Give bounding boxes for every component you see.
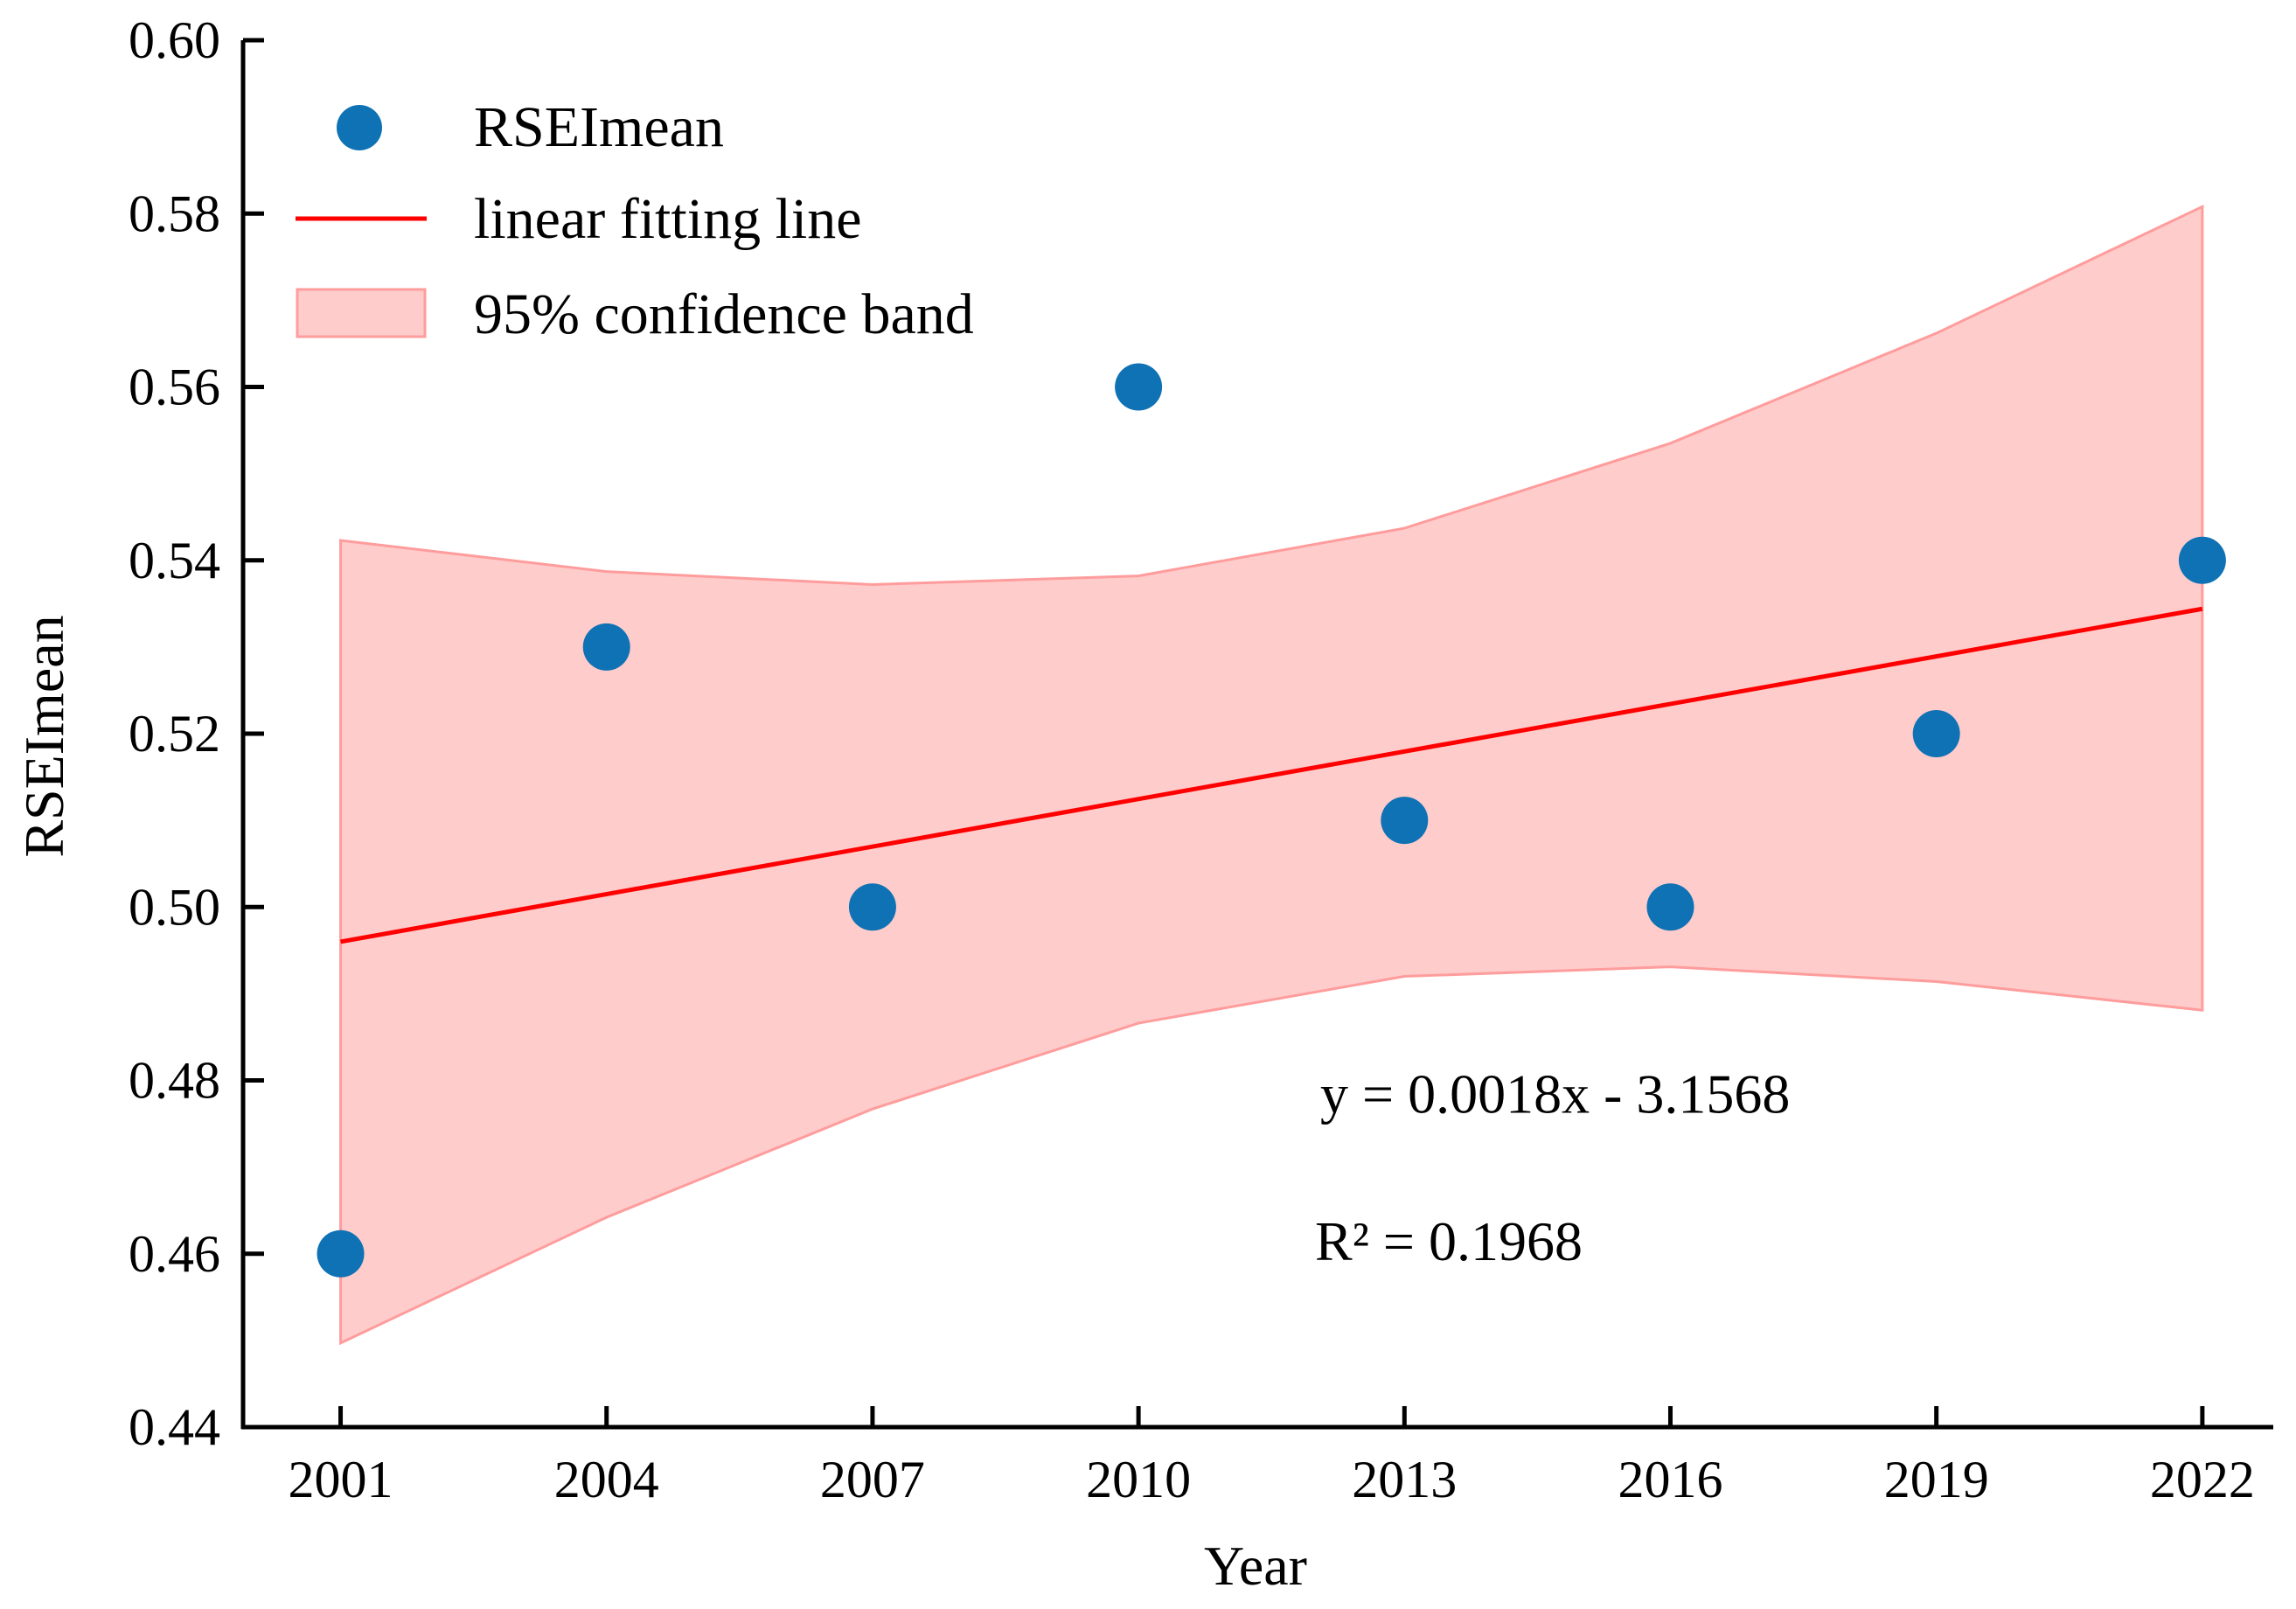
y-tick-label: 0.58 bbox=[129, 185, 220, 242]
legend-label-fit-line: linear fitting line bbox=[474, 187, 862, 251]
x-axis-label: Year bbox=[1204, 1535, 1307, 1597]
x-tick-label: 2013 bbox=[1352, 1451, 1457, 1508]
y-tick-label: 0.50 bbox=[129, 878, 220, 936]
x-tick-label: 2019 bbox=[1884, 1451, 1989, 1508]
y-axis-label: RSEImean bbox=[13, 615, 75, 857]
data-point-2010 bbox=[1115, 363, 1163, 411]
data-point-2001 bbox=[317, 1229, 365, 1278]
x-tick-label: 2004 bbox=[554, 1451, 659, 1508]
data-point-2007 bbox=[848, 883, 896, 931]
y-axis-ticks: 0.44 0.46 0.48 0.50 0.52 0.54 0.56 0.58 0.60 bbox=[129, 11, 264, 1456]
data-point-2022 bbox=[2178, 536, 2226, 584]
y-tick-label: 0.44 bbox=[129, 1398, 220, 1456]
data-point-2004 bbox=[582, 623, 630, 671]
legend: RSEImean linear fitting line 95% confide… bbox=[296, 95, 974, 346]
y-tick-label: 0.56 bbox=[129, 359, 220, 416]
legend-label-rseimean: RSEImean bbox=[474, 95, 724, 159]
linear-fitting-line bbox=[340, 606, 2203, 944]
y-tick-label: 0.60 bbox=[129, 11, 220, 69]
x-tick-label: 2007 bbox=[820, 1451, 925, 1508]
regression-equation: y = 0.0018x - 3.1568 bbox=[1320, 1062, 1790, 1125]
x-tick-label: 2010 bbox=[1086, 1451, 1191, 1508]
x-tick-label: 2022 bbox=[2150, 1451, 2255, 1508]
x-tick-label: 2016 bbox=[1618, 1451, 1722, 1508]
x-tick-label: 2001 bbox=[289, 1451, 393, 1508]
data-point-2016 bbox=[1646, 883, 1694, 931]
r-squared-value: R² = 0.1968 bbox=[1315, 1210, 1583, 1272]
y-tick-label: 0.46 bbox=[129, 1225, 220, 1283]
legend-marker-rseimean bbox=[337, 105, 382, 150]
data-point-2013 bbox=[1381, 797, 1429, 845]
y-tick-label: 0.54 bbox=[129, 532, 220, 589]
data-point-2019 bbox=[1912, 710, 1960, 757]
y-tick-label: 0.48 bbox=[129, 1052, 220, 1110]
y-tick-label: 0.52 bbox=[129, 705, 220, 763]
scatter-points bbox=[317, 363, 2226, 1278]
legend-label-confidence-band: 95% confidence band bbox=[474, 282, 974, 346]
x-axis-ticks: 2001 2004 2007 2010 2013 2016 2019 2022 bbox=[289, 1406, 2255, 1508]
legend-marker-confidence-band bbox=[296, 288, 427, 338]
